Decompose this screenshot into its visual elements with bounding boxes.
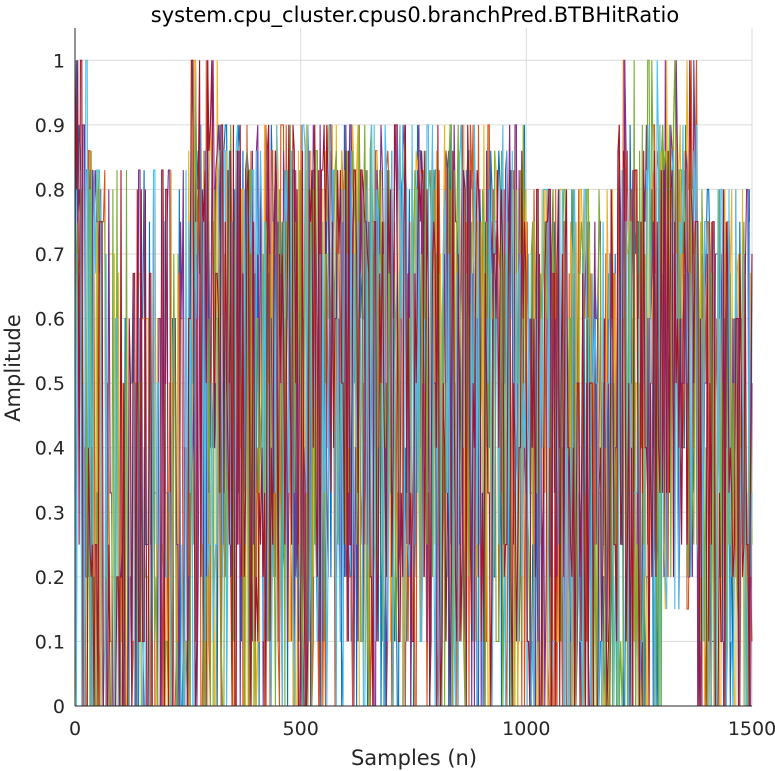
y-tick-label: 0.3 (35, 502, 65, 524)
y-tick-label: 0.1 (35, 631, 65, 653)
x-tick-label: 500 (283, 718, 319, 740)
axes-layer: 0 500 1000 1500 0 0.1 0.2 0.3 0.4 0.5 0.6 0.7 0.8 0.9… (35, 28, 775, 740)
y-tick-label: 0.5 (35, 373, 65, 395)
y-tick-label: 0.4 (35, 438, 65, 460)
y-tick-label: 0 (53, 696, 65, 718)
x-tick-label: 1000 (502, 718, 550, 740)
x-tick-label: 1500 (728, 718, 775, 740)
y-tick-label: 0.2 (35, 567, 65, 589)
series-line-7 (74, 59, 753, 707)
y-axis-label: Amplitude (1, 314, 25, 422)
y-tick-label: 1 (53, 50, 65, 72)
y-tick-label: 0.8 (35, 179, 65, 201)
x-tick-label: 0 (69, 718, 81, 740)
y-tick-label: 0.9 (35, 115, 65, 137)
y-tick-label: 0.6 (35, 309, 65, 331)
chart-title: system.cpu_cluster.cpus0.branchPred.BTBH… (151, 3, 679, 28)
x-axis-label: Samples (n) (351, 746, 477, 770)
y-tick-label: 0.7 (35, 244, 65, 266)
